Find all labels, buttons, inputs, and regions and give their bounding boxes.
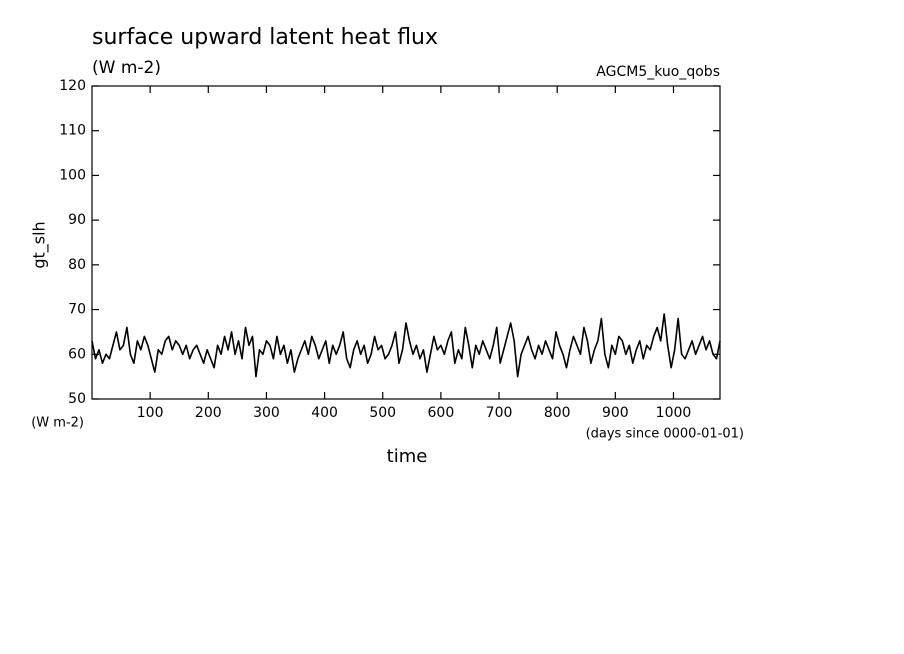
plot-frame xyxy=(91,85,721,400)
y-tick-label: 110 xyxy=(59,123,86,139)
y-tick-label: 120 xyxy=(59,78,86,94)
x-tick-label: 1000 xyxy=(656,405,692,421)
y-tick-label: 90 xyxy=(68,212,86,228)
x-tick-label: 600 xyxy=(428,405,455,421)
annotation: AGCM5_kuo_qobs xyxy=(596,64,720,80)
y-tick-label: 100 xyxy=(59,167,86,183)
y-tick-label: 80 xyxy=(68,257,86,273)
x-tick-label: 400 xyxy=(311,405,338,421)
x-tick-label: 700 xyxy=(486,405,513,421)
y-axis-label: gt_slh xyxy=(30,221,50,268)
x-tick-label: 200 xyxy=(195,405,222,421)
chart-title: surface upward latent heat flux xyxy=(92,25,438,50)
y-tick-label: 60 xyxy=(68,346,86,362)
x-tick-label: 300 xyxy=(253,405,280,421)
x-tick-label: 100 xyxy=(137,405,164,421)
y-tick-label: 70 xyxy=(68,302,86,318)
y-tick-label: 50 xyxy=(68,391,86,407)
chart-subtitle: (W m-2) xyxy=(92,58,161,78)
x-axis-label: time xyxy=(387,446,428,467)
x-tick-label: 800 xyxy=(544,405,571,421)
x-unit: (days since 0000-01-01) xyxy=(586,427,744,442)
data-line xyxy=(91,313,721,378)
x-tick-label: 900 xyxy=(602,405,629,421)
x-tick-label: 500 xyxy=(369,405,396,421)
y-unit: (W m-2) xyxy=(31,416,84,431)
